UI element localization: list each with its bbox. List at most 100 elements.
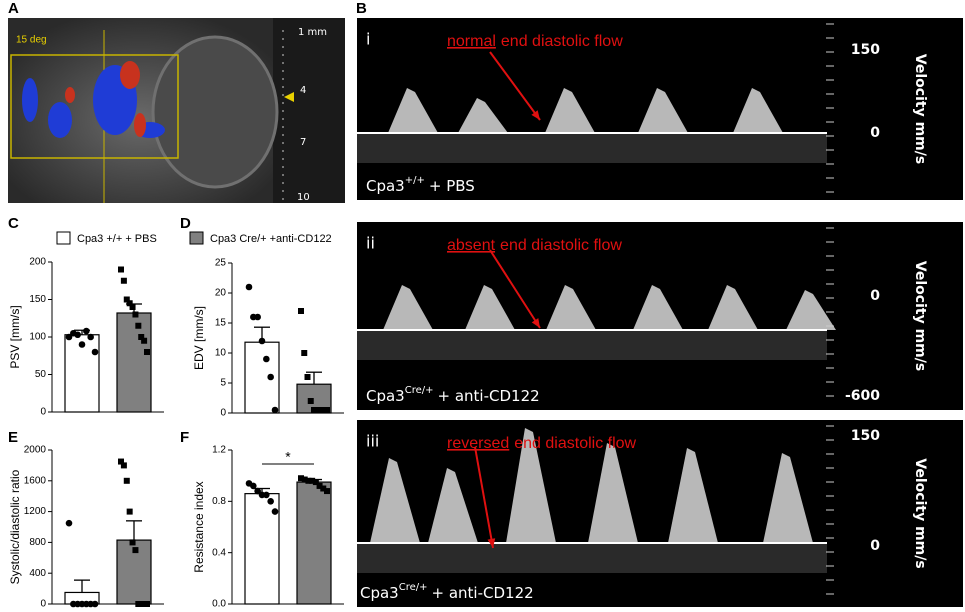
arrow [474,446,494,549]
annotation-key: normal [447,33,496,50]
y-tick-label: 400 [29,568,46,579]
data-point [324,488,330,495]
data-point [132,547,139,554]
depth-tick: 4 [300,85,306,96]
data-point [141,337,148,344]
panel-label: B [356,0,367,17]
condition-rest: + anti-CD122 [438,387,540,405]
waveform [383,285,433,330]
data-point [258,337,266,345]
numeral: i [366,30,370,49]
data-point [317,407,324,413]
angle-label: 15 deg [16,35,47,46]
condition: Cpa3+/+ + PBS [366,175,475,195]
scale-label: -600 [845,388,880,404]
condition-sup: Cre/+ [399,582,428,593]
condition-rest: + PBS [429,177,475,195]
data-point [271,406,279,414]
noise [357,330,827,360]
data-point [132,311,139,318]
data-point [324,407,330,413]
y-axis-title: Systolic/diastolic ratio [8,469,22,584]
data-point [83,327,90,335]
blob [22,78,38,122]
numeral: ii [366,234,375,253]
color-box [10,54,179,159]
condition-base: Cpa3 [366,387,405,405]
depth-tick: 10 [297,192,310,203]
waveform [763,453,813,543]
bar-charts: 0 50 100 150 200 PSV [mm/s] 0 5 10 15 20 25 EDV [mm/… [8,231,344,610]
data-point [120,277,127,284]
waveform [545,88,595,133]
waveform [733,88,783,133]
y-tick-label: 25 [215,258,227,269]
arrow [489,249,541,329]
condition-sup: +/+ [405,175,425,186]
waveform [708,285,758,330]
blob [65,87,75,103]
waveform [668,448,718,543]
waveform [506,428,556,543]
data-point [123,296,130,303]
y-tick-label: 1600 [24,475,47,486]
waveform [370,458,420,543]
data-point [87,333,94,341]
arrow-head [531,110,540,120]
data-point [144,349,150,355]
y-tick-label: 50 [35,369,47,380]
annotation-key: reversed [447,435,509,452]
velocity-title: Velocity mm/s [912,458,928,568]
condition-rest: + anti-CD122 [432,584,534,602]
annotation-text: end diastolic flow [514,435,636,452]
panel-label: C [8,215,19,232]
data-point [320,407,327,413]
annotation-key: absent [447,237,496,254]
annotation: absent end diastolic flow [447,237,622,254]
data-point [126,508,133,515]
data-point [65,333,73,341]
waveform [388,88,438,133]
data-point [320,485,327,492]
data-point [65,519,73,527]
blob [134,113,146,137]
y-tick-label: 0.0 [212,599,226,610]
panel-label: E [8,429,18,446]
numeral: iii [366,432,379,451]
y-tick-label: 0 [40,599,46,610]
data-point [126,300,133,307]
data-point [301,350,308,356]
scale-label: 150 [851,42,880,58]
data-point [135,322,142,329]
significance-label: * [285,449,291,465]
doppler-blobs [22,61,165,138]
scale-label: 0 [870,125,880,141]
y-tick-label: 0 [40,407,46,418]
data-point [254,313,261,321]
noise [357,133,827,163]
data-point [312,479,319,486]
velocity-title: Velocity mm/s [912,54,928,164]
y-tick-label: 0.8 [212,496,226,507]
focus-marker [284,92,294,102]
condition-base: Cpa3 [366,177,405,195]
data-point [138,334,145,340]
bar [296,481,332,605]
data-point [245,283,253,291]
data-point [298,308,304,314]
annotation-text: end diastolic flow [500,237,622,254]
y-axis-title: PSV [mm/s] [8,305,22,368]
data-point [309,477,316,484]
panel-label: D [180,215,191,232]
depth-tick: 1 mm [298,27,327,38]
annotation: reversed end diastolic flow [447,435,637,452]
waveform [546,285,596,330]
data-point [267,498,274,505]
y-tick-label: 1.2 [212,445,226,456]
data-point [74,331,81,339]
noise [357,543,827,573]
doppler-panels: i normal end diastolic flow 150 0 Velocity mm… [357,18,963,607]
y-tick-label: 0 [220,408,226,419]
condition: Cpa3Cre/+ + anti-CD122 [360,582,534,602]
